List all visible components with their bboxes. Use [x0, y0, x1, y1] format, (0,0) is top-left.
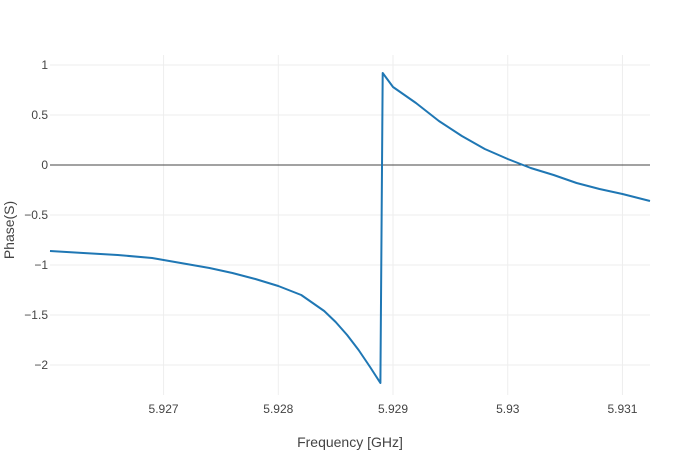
y-tick-label: 0.5	[31, 108, 48, 122]
x-gridlines	[163, 55, 623, 395]
x-tick-label: 5.93	[496, 402, 520, 416]
x-tick-label: 5.928	[263, 402, 293, 416]
x-axis-title: Frequency [GHz]	[297, 434, 403, 450]
phase-series-line	[49, 72, 651, 384]
x-tick-label: 5.931	[607, 402, 637, 416]
x-tick-label: 5.929	[378, 402, 408, 416]
x-tick-labels: 5.927 5.928 5.929 5.93 5.931	[149, 402, 638, 416]
y-tick-label: −0.5	[24, 208, 48, 222]
series-group	[49, 72, 651, 384]
x-tick-label: 5.927	[149, 402, 179, 416]
y-tick-label: −1	[34, 258, 48, 272]
y-tick-label: 1	[41, 58, 48, 72]
y-gridlines	[50, 64, 650, 366]
y-tick-labels: 1 0.5 0 −0.5 −1 −1.5 −2	[24, 58, 48, 372]
y-tick-label: 0	[41, 158, 48, 172]
y-tick-label: −2	[34, 358, 48, 372]
y-axis-title: Phase(S)	[1, 201, 17, 259]
y-tick-label: −1.5	[24, 308, 48, 322]
